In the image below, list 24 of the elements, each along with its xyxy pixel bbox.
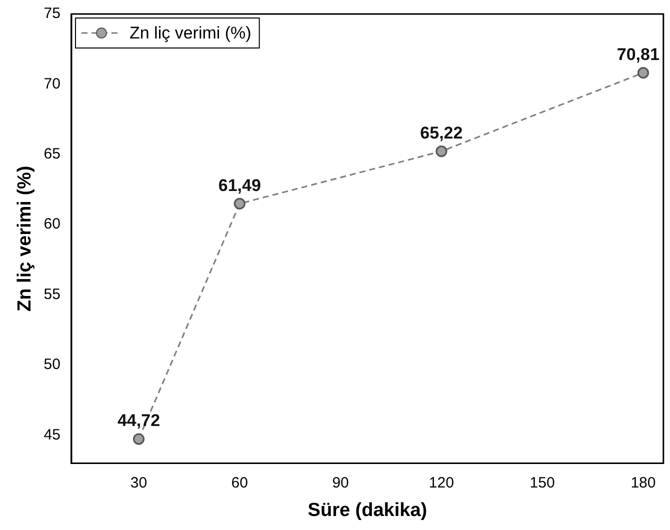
x-tick-label: 90 xyxy=(332,474,349,492)
point xyxy=(436,145,448,158)
data-label: 65,22 xyxy=(420,123,463,142)
legend-label: Zn liç verimi (%) xyxy=(129,24,252,43)
point xyxy=(637,67,650,79)
y-tick-label: 70 xyxy=(44,75,60,92)
x-tick-label: 120 xyxy=(428,474,454,492)
y-tick-label: 75 xyxy=(44,5,60,22)
x-tick-label: 60 xyxy=(231,474,248,492)
y-tick-label: 60 xyxy=(44,216,60,233)
data-label: 61,49 xyxy=(218,176,261,195)
x-tick-label: 150 xyxy=(530,474,555,492)
y-tick-label: 45 xyxy=(44,426,60,444)
x-axis-title: Süre (dakika) xyxy=(308,500,428,521)
y-axis-title: Zn liç verimi (%) xyxy=(14,166,36,312)
x-tick-label: 30 xyxy=(130,474,148,492)
y-tick-label: 65 xyxy=(44,146,60,163)
point xyxy=(132,433,145,445)
y-tick-label: 50 xyxy=(44,356,60,374)
y-tick-label: 55 xyxy=(44,286,60,303)
data-label: 44,72 xyxy=(117,411,160,430)
point xyxy=(234,198,246,210)
x-tick-label: 180 xyxy=(630,474,656,492)
data-label: 70,81 xyxy=(616,45,660,64)
